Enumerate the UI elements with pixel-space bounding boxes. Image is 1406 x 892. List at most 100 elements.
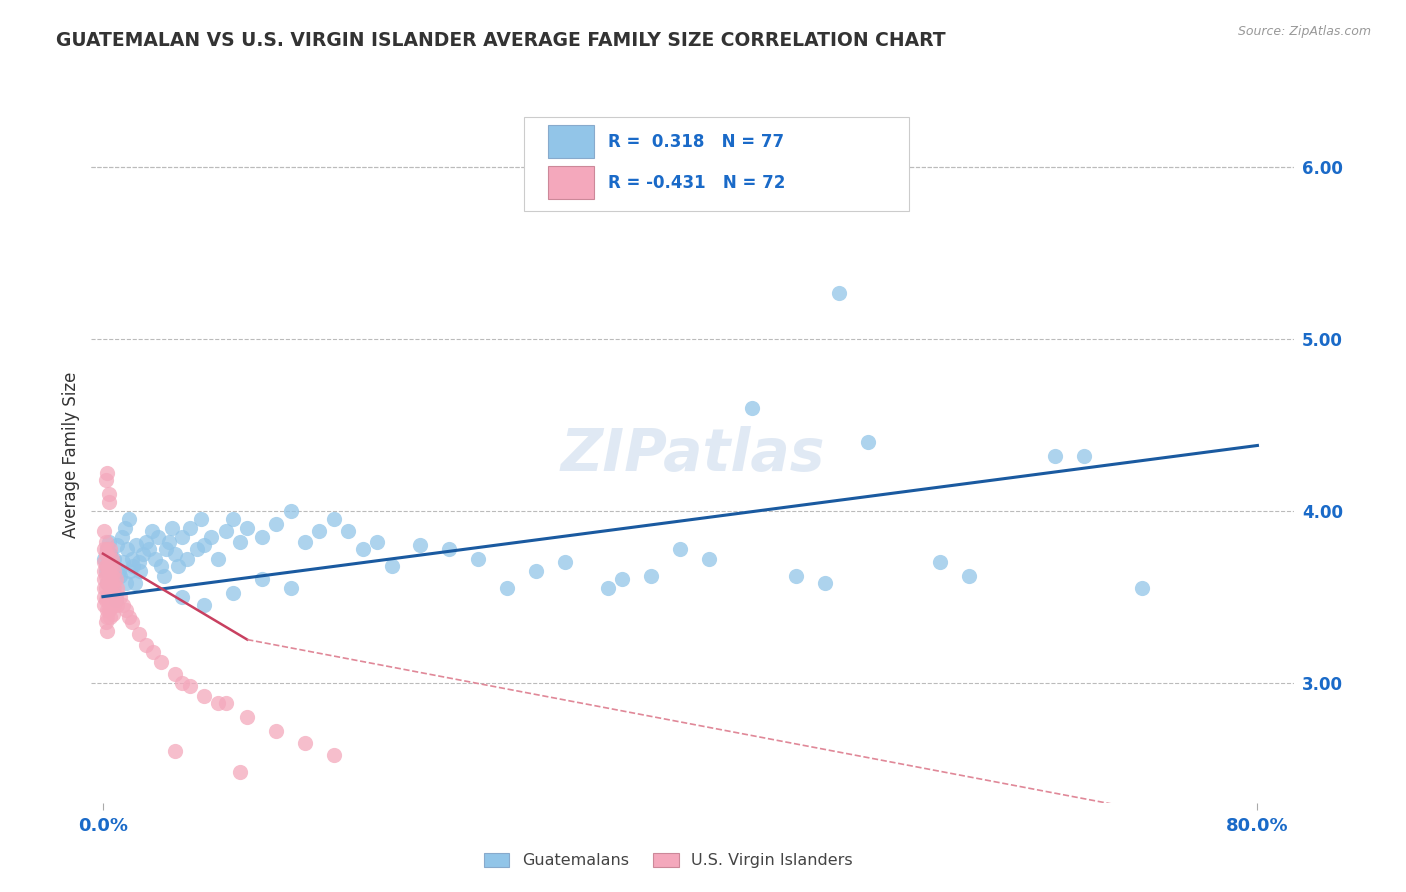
Point: [236, 710, 259, 724]
Point: [110, 590, 132, 604]
Point: [141, 524, 163, 539]
Point: [93, 541, 115, 556]
Point: [138, 541, 160, 556]
Point: [114, 521, 136, 535]
Point: [612, 573, 634, 587]
Point: [142, 645, 165, 659]
Y-axis label: Average Family Size: Average Family Size: [62, 372, 80, 538]
Point: [118, 610, 141, 624]
Point: [94, 534, 117, 549]
Point: [97, 495, 120, 509]
Point: [152, 569, 174, 583]
Point: [94, 593, 117, 607]
Point: [94, 581, 117, 595]
Point: [117, 541, 139, 556]
Point: [250, 529, 273, 543]
Legend: Guatemalans, U.S. Virgin Islanders: Guatemalans, U.S. Virgin Islanders: [478, 847, 859, 875]
Point: [366, 534, 388, 549]
Point: [160, 521, 183, 535]
Point: [229, 534, 252, 549]
Point: [121, 615, 143, 630]
Point: [554, 555, 576, 569]
Point: [93, 524, 115, 539]
Point: [193, 599, 215, 613]
Point: [100, 599, 122, 613]
Point: [157, 534, 180, 549]
Point: [176, 552, 198, 566]
Point: [110, 569, 132, 583]
Point: [149, 655, 172, 669]
Point: [97, 552, 120, 566]
Point: [108, 564, 131, 578]
Point: [96, 466, 118, 480]
Point: [97, 575, 120, 590]
Point: [100, 586, 122, 600]
Point: [172, 529, 194, 543]
Point: [741, 401, 763, 415]
FancyBboxPatch shape: [548, 166, 593, 199]
Point: [172, 590, 194, 604]
Point: [322, 512, 344, 526]
Point: [100, 558, 122, 573]
Point: [96, 558, 118, 573]
FancyBboxPatch shape: [524, 118, 908, 211]
Point: [112, 555, 135, 569]
Point: [125, 538, 148, 552]
Point: [94, 547, 117, 561]
Point: [103, 552, 125, 566]
Point: [236, 521, 259, 535]
Point: [146, 529, 169, 543]
Point: [193, 538, 215, 552]
Point: [96, 575, 118, 590]
Point: [100, 569, 122, 583]
Point: [93, 590, 115, 604]
Point: [128, 627, 150, 641]
Point: [120, 564, 142, 578]
Point: [98, 586, 121, 600]
Point: [190, 512, 212, 526]
Point: [697, 552, 720, 566]
Point: [439, 541, 461, 556]
Point: [96, 575, 118, 590]
Point: [308, 524, 330, 539]
Point: [98, 558, 121, 573]
Point: [179, 521, 201, 535]
Point: [957, 569, 980, 583]
Point: [264, 723, 287, 738]
Point: [97, 534, 120, 549]
Point: [640, 569, 662, 583]
Point: [121, 552, 143, 566]
Point: [1045, 449, 1067, 463]
Point: [165, 667, 187, 681]
Point: [94, 473, 117, 487]
Point: [214, 696, 236, 710]
Point: [104, 593, 127, 607]
Point: [337, 524, 360, 539]
Point: [179, 679, 201, 693]
Point: [96, 541, 118, 556]
Point: [98, 599, 121, 613]
Point: [294, 736, 316, 750]
Point: [1130, 581, 1153, 595]
Point: [813, 575, 835, 590]
Point: [785, 569, 807, 583]
Point: [193, 690, 215, 704]
Point: [128, 555, 150, 569]
Point: [129, 564, 152, 578]
Point: [167, 558, 190, 573]
Point: [97, 486, 120, 500]
Point: [103, 581, 125, 595]
Point: [929, 555, 952, 569]
Point: [98, 541, 121, 556]
Point: [93, 573, 115, 587]
Point: [101, 581, 124, 595]
Point: [135, 534, 157, 549]
Point: [207, 552, 229, 566]
Point: [103, 564, 125, 578]
Point: [94, 564, 117, 578]
Point: [280, 581, 302, 595]
Point: [101, 575, 124, 590]
Point: [94, 615, 117, 630]
Point: [98, 573, 121, 587]
Point: [94, 558, 117, 573]
